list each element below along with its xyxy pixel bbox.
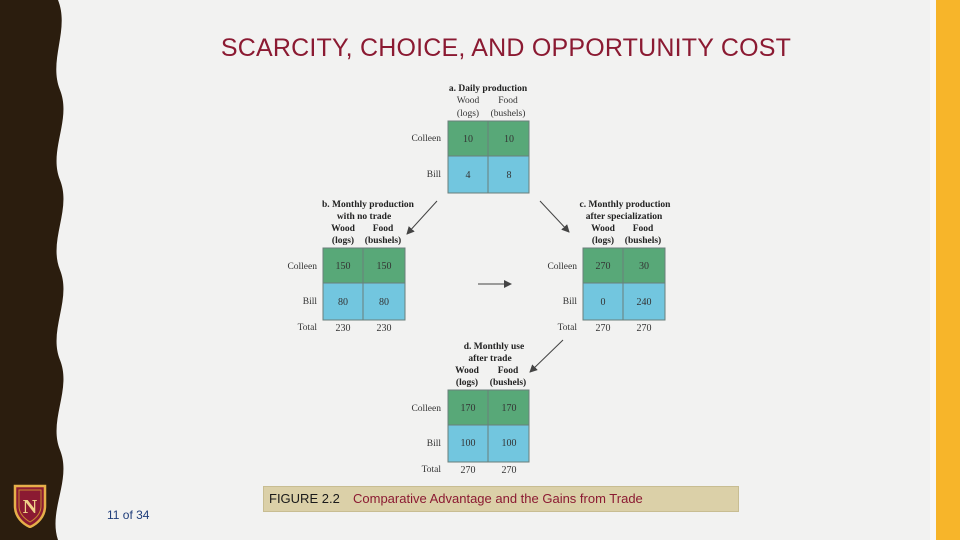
- panel-c-cell: [622, 282, 666, 321]
- panel-a-value: 4: [466, 170, 471, 181]
- panel-d-value: 170: [461, 403, 476, 414]
- panel-c-col1-name: Wood: [591, 224, 615, 234]
- panel-c-row-bill: Bill: [563, 297, 578, 307]
- panel-d-col2-unit: (bushels): [490, 377, 526, 388]
- panel-b-value: 150: [336, 261, 351, 272]
- panel-d-cell: [447, 424, 489, 463]
- panel-d-value: 100: [502, 438, 517, 449]
- panel-d-row-bill: Bill: [427, 439, 442, 449]
- panel-b-col2-name: Food: [373, 224, 394, 234]
- panel-c-title: c. Monthly production: [580, 200, 672, 210]
- panel-b-title: b. Monthly production: [322, 200, 415, 210]
- panel-d-after-trade: d. Monthly use after trade Wood (logs) F…: [411, 342, 530, 476]
- panel-a-col2-unit: (bushels): [491, 108, 526, 119]
- panel-c-value: 30: [639, 261, 649, 272]
- panel-b-row-bill: Bill: [303, 297, 318, 307]
- arrow-a-to-c: [539, 200, 570, 233]
- panel-b-cell: [322, 282, 364, 321]
- panel-c-col1-unit: (logs): [592, 235, 614, 246]
- panel-a-value: 10: [504, 134, 514, 145]
- panel-c-cell: [622, 247, 666, 284]
- panel-d-col2-name: Food: [498, 366, 519, 376]
- panel-c-row-colleen: Colleen: [547, 262, 577, 272]
- left-decorative-band: [0, 0, 64, 540]
- panel-b-no-trade: b. Monthly production with no trade Wood…: [287, 200, 414, 334]
- panel-b-col2-unit: (bushels): [365, 235, 401, 246]
- panel-d-subtitle: after trade: [468, 354, 511, 364]
- panel-c-total-value: 270: [596, 323, 611, 334]
- panel-a-cell: [487, 155, 530, 194]
- page-number: 11 of 34: [107, 508, 150, 522]
- panel-d-cell: [487, 424, 530, 463]
- panel-b-cell: [362, 282, 406, 321]
- panel-b-col1-unit: (logs): [332, 235, 354, 246]
- panel-c-col2-unit: (bushels): [625, 235, 661, 246]
- panel-c-subtitle: after specialization: [586, 212, 663, 222]
- panel-a-cell: [447, 120, 489, 157]
- caption-prefix: FIGURE 2.2: [269, 491, 340, 506]
- panel-d-row-colleen: Colleen: [411, 404, 441, 414]
- panel-c-value: 240: [637, 297, 652, 308]
- panel-b-cell: [362, 247, 406, 284]
- panel-b-total-value: 230: [377, 323, 392, 334]
- right-edge-strip: [930, 0, 936, 540]
- panel-c-col2-name: Food: [633, 224, 654, 234]
- panel-c-row-total: Total: [558, 323, 578, 333]
- panel-a-row-bill: Bill: [427, 170, 442, 180]
- panel-d-total-value: 270: [502, 465, 517, 476]
- panel-c-cell: [582, 282, 624, 321]
- panel-a-col2-name: Food: [498, 96, 518, 106]
- figure-caption: FIGURE 2.2 Comparative Advantage and the…: [263, 486, 739, 512]
- panel-c-value: 0: [601, 297, 606, 308]
- panel-d-col1-name: Wood: [455, 366, 479, 376]
- arrow-a-to-b: [406, 200, 438, 235]
- panel-c-total-value: 270: [637, 323, 652, 334]
- panel-d-total-value: 270: [461, 465, 476, 476]
- panel-b-value: 80: [379, 297, 389, 308]
- caption-text: Comparative Advantage and the Gains from…: [353, 491, 643, 506]
- panel-c-after-specialization: c. Monthly production after specializati…: [547, 200, 671, 334]
- panel-d-cell: [487, 389, 530, 426]
- panel-d-value: 170: [502, 403, 517, 414]
- panel-b-row-total: Total: [298, 323, 318, 333]
- panel-b-row-colleen: Colleen: [287, 262, 317, 272]
- panel-a-value: 10: [463, 134, 473, 145]
- arrow-c-to-d: [529, 339, 564, 373]
- shield-logo-icon: N: [13, 484, 47, 528]
- logo-letter: N: [23, 496, 38, 518]
- panel-a-col1-unit: (logs): [457, 108, 479, 119]
- panel-a-col1-name: Wood: [457, 96, 480, 106]
- panel-b-value: 150: [377, 261, 392, 272]
- panel-b-value: 80: [338, 297, 348, 308]
- panel-c-value: 270: [596, 261, 611, 272]
- panel-d-col1-unit: (logs): [456, 377, 478, 388]
- panel-d-title: d. Monthly use: [464, 342, 524, 352]
- panel-b-total-value: 230: [336, 323, 351, 334]
- panel-d-row-total: Total: [422, 465, 442, 475]
- panel-a-title: a. Daily production: [449, 84, 528, 94]
- panel-a-daily-production: a. Daily production Wood (logs) Food (bu…: [411, 84, 530, 194]
- panel-b-subtitle: with no trade: [337, 212, 391, 222]
- panel-a-row-colleen: Colleen: [411, 134, 441, 144]
- slide-title: SCARCITY, CHOICE, AND OPPORTUNITY COST: [220, 34, 792, 62]
- panel-a-value: 8: [507, 170, 512, 181]
- panel-d-value: 100: [461, 438, 476, 449]
- panel-b-col1-name: Wood: [331, 224, 355, 234]
- accent-bar: [936, 0, 960, 540]
